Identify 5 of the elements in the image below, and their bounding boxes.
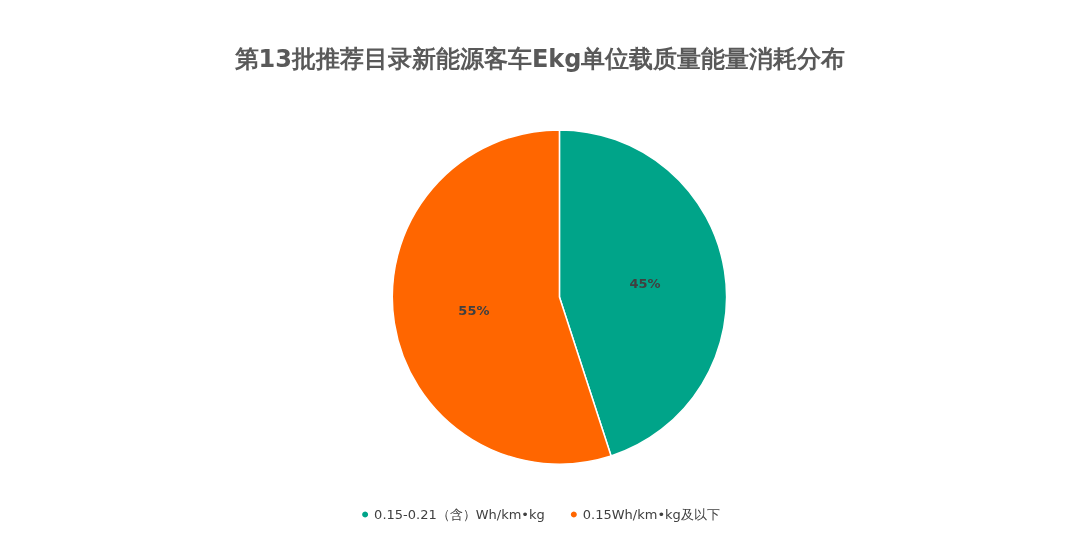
legend-label: 0.15-0.21（含）Wh/km•kg	[374, 507, 545, 522]
data-label: 45%	[629, 275, 661, 291]
chart-title: 第13批推荐目录新能源客车Ekg单位载质量能量消耗分布	[233, 45, 846, 73]
legend-label: 0.15Wh/km•kg及以下	[582, 507, 720, 522]
data-label: 55%	[458, 303, 490, 319]
